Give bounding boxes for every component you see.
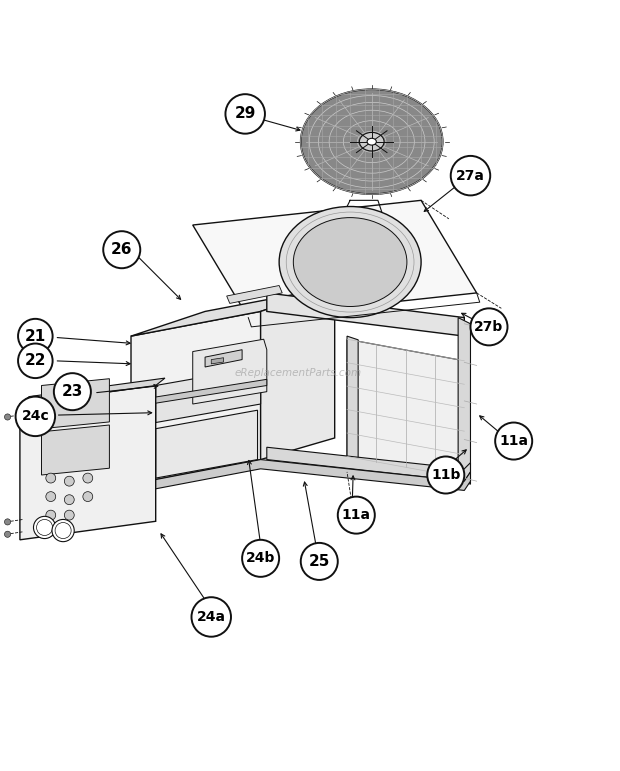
Text: 22: 22 xyxy=(25,353,46,369)
Circle shape xyxy=(64,495,74,505)
Ellipse shape xyxy=(360,133,384,151)
Text: 24c: 24c xyxy=(22,409,49,423)
Polygon shape xyxy=(156,410,257,478)
Polygon shape xyxy=(347,336,358,476)
Circle shape xyxy=(4,531,11,537)
Circle shape xyxy=(54,373,91,410)
Circle shape xyxy=(104,231,140,268)
Circle shape xyxy=(301,543,338,580)
Circle shape xyxy=(226,94,265,133)
Circle shape xyxy=(83,473,93,483)
Polygon shape xyxy=(260,287,335,460)
Circle shape xyxy=(46,492,56,502)
Polygon shape xyxy=(131,460,471,493)
Text: 27b: 27b xyxy=(474,320,503,334)
Text: 11b: 11b xyxy=(431,468,461,482)
Polygon shape xyxy=(193,200,477,318)
Polygon shape xyxy=(267,447,471,481)
Circle shape xyxy=(46,473,56,483)
Polygon shape xyxy=(131,311,260,484)
Text: 11a: 11a xyxy=(342,508,371,522)
Polygon shape xyxy=(347,339,464,478)
Polygon shape xyxy=(267,293,464,336)
Text: eReplacementParts.com: eReplacementParts.com xyxy=(234,369,361,378)
Polygon shape xyxy=(20,386,156,540)
Polygon shape xyxy=(227,285,282,304)
Polygon shape xyxy=(20,378,165,404)
Polygon shape xyxy=(156,367,260,423)
Text: 11a: 11a xyxy=(499,434,528,448)
Text: 29: 29 xyxy=(234,106,256,121)
Text: 24b: 24b xyxy=(246,551,275,565)
Circle shape xyxy=(427,456,464,493)
Circle shape xyxy=(451,156,490,195)
Polygon shape xyxy=(458,318,471,484)
Circle shape xyxy=(18,319,53,353)
Ellipse shape xyxy=(301,89,443,194)
Circle shape xyxy=(242,540,279,577)
Ellipse shape xyxy=(279,207,421,318)
Circle shape xyxy=(64,476,74,486)
Circle shape xyxy=(338,497,375,534)
Circle shape xyxy=(33,517,56,539)
Circle shape xyxy=(83,492,93,502)
Circle shape xyxy=(4,414,11,420)
Text: 23: 23 xyxy=(61,384,83,399)
Polygon shape xyxy=(205,350,242,367)
Circle shape xyxy=(16,396,55,436)
Text: 26: 26 xyxy=(111,242,133,258)
Circle shape xyxy=(192,598,231,637)
Circle shape xyxy=(18,344,53,378)
Polygon shape xyxy=(193,339,267,404)
Circle shape xyxy=(471,308,508,345)
Ellipse shape xyxy=(367,138,376,145)
Polygon shape xyxy=(131,379,267,407)
Circle shape xyxy=(64,510,74,520)
Text: 21: 21 xyxy=(25,328,46,344)
Circle shape xyxy=(46,510,56,520)
Polygon shape xyxy=(131,287,335,336)
Circle shape xyxy=(4,519,11,525)
Polygon shape xyxy=(211,358,224,364)
Polygon shape xyxy=(42,425,109,475)
Text: 27a: 27a xyxy=(456,169,485,183)
Text: 24a: 24a xyxy=(197,610,226,624)
Circle shape xyxy=(52,520,74,542)
Text: 25: 25 xyxy=(309,554,330,569)
Ellipse shape xyxy=(293,217,407,307)
Polygon shape xyxy=(42,379,109,429)
Circle shape xyxy=(495,423,532,460)
